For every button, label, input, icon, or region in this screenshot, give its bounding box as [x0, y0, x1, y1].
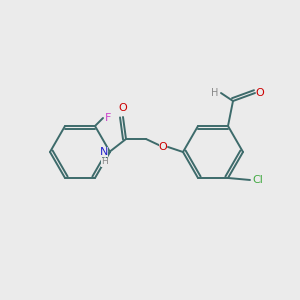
- Text: H: H: [211, 88, 219, 98]
- Text: O: O: [256, 88, 264, 98]
- Text: O: O: [159, 142, 167, 152]
- Text: N: N: [100, 147, 108, 157]
- Text: F: F: [105, 113, 111, 123]
- Text: O: O: [118, 103, 127, 113]
- Text: H: H: [100, 158, 107, 166]
- Text: Cl: Cl: [253, 175, 263, 185]
